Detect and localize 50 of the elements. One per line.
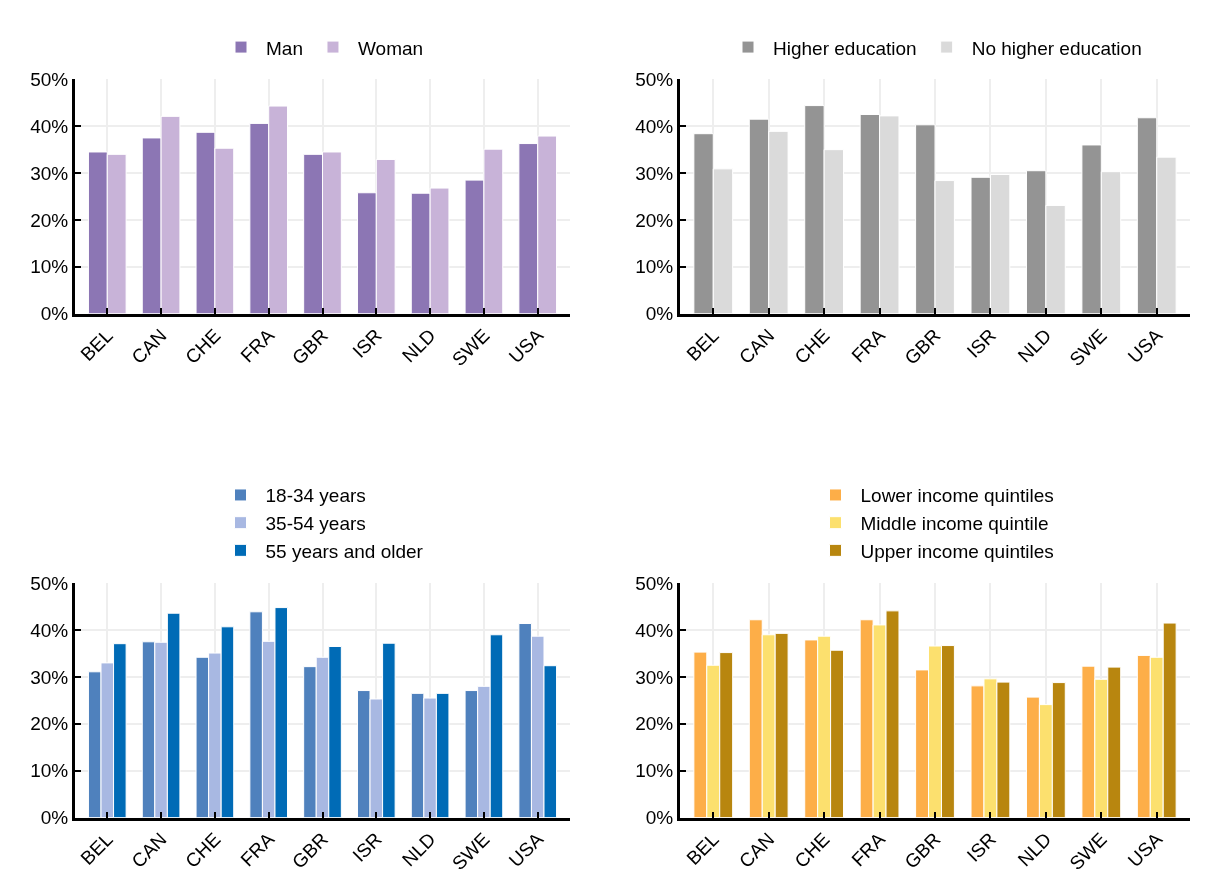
- y-tick-label: 20%: [30, 713, 69, 735]
- y-tick-label: 50%: [30, 68, 69, 90]
- legend-label: 35-54 years: [265, 513, 366, 535]
- x-tick-label: BEL: [682, 828, 723, 869]
- x-tick-label: FRA: [847, 324, 890, 367]
- y-tick-label: 0%: [645, 807, 674, 829]
- y-tick-label: 40%: [30, 619, 69, 641]
- y-tick-label: 30%: [30, 162, 69, 184]
- x-tick-label: BEL: [76, 324, 117, 365]
- y-tick-label: 30%: [30, 666, 69, 688]
- y-tick-label: 40%: [30, 115, 69, 137]
- y-tick-label: 0%: [40, 807, 69, 829]
- x-tick-label: BEL: [76, 828, 117, 869]
- y-tick-label: 50%: [635, 68, 674, 90]
- x-tick-label: ISR: [962, 324, 1000, 362]
- y-tick-label: 20%: [635, 713, 674, 735]
- legend-label: Woman: [357, 37, 424, 59]
- x-tick-label: FRA: [236, 324, 279, 367]
- x-tick-label: ISR: [348, 828, 386, 866]
- x-tick-label: BEL: [682, 324, 723, 365]
- y-tick-label: 10%: [635, 256, 674, 278]
- y-tick-label: 0%: [40, 303, 69, 325]
- x-tick-label: USA: [1123, 828, 1167, 872]
- y-tick-label: 10%: [30, 256, 69, 278]
- legend-label: 18-34 years: [265, 485, 366, 507]
- y-tick-label: 50%: [635, 572, 674, 594]
- y-tick-label: 20%: [635, 209, 674, 231]
- x-tick-label: USA: [504, 828, 548, 872]
- y-tick-label: 40%: [635, 619, 674, 641]
- legend-label: Higher education: [773, 37, 917, 59]
- y-tick-label: 20%: [30, 209, 69, 231]
- x-tick-label: USA: [504, 324, 548, 368]
- legend-label: Middle income quintile: [860, 513, 1049, 535]
- y-tick-label: 10%: [30, 760, 69, 782]
- y-tick-label: 30%: [635, 162, 674, 184]
- legend-label: No higher education: [971, 37, 1142, 59]
- y-tick-label: 0%: [645, 303, 674, 325]
- legend-label: Upper income quintiles: [860, 540, 1054, 562]
- x-tick-label: FRA: [236, 828, 279, 871]
- legend-label: Lower income quintiles: [860, 485, 1054, 507]
- legend-label: 55 years and older: [265, 540, 424, 562]
- x-tick-label: USA: [1123, 324, 1167, 368]
- x-tick-label: ISR: [962, 828, 1000, 866]
- y-tick-label: 30%: [635, 666, 674, 688]
- y-tick-label: 50%: [30, 572, 69, 594]
- legend-label: Man: [266, 37, 303, 59]
- y-tick-label: 10%: [635, 760, 674, 782]
- y-tick-label: 40%: [635, 115, 674, 137]
- x-tick-label: ISR: [348, 324, 386, 362]
- x-tick-label: FRA: [847, 828, 890, 871]
